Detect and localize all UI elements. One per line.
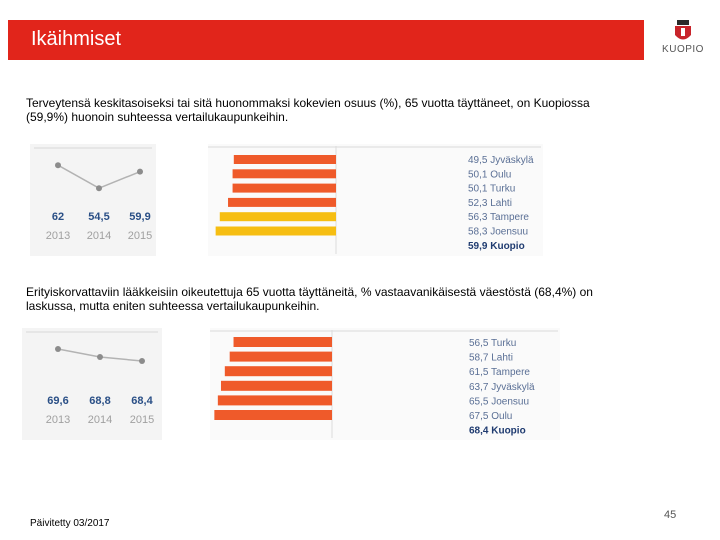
- trend-value-label: 68,4: [131, 395, 153, 407]
- bar: [224, 366, 332, 377]
- trend-point: [96, 185, 102, 192]
- trend-year-label: 2013: [46, 414, 70, 426]
- section-2-chart-svg: 69,6 2013 68,8 2014 68,4 2015 56,5 Turku 58,7 L…: [22, 328, 560, 440]
- trend-value-label: 68,8: [89, 395, 110, 407]
- bar-label: 58,7 Lahti: [469, 353, 513, 364]
- bar-label: 50,1 Turku: [468, 184, 515, 195]
- section-1-description: Terveytensä keskitasoiseksi tai sitä huo…: [26, 96, 590, 124]
- bar: [233, 155, 336, 164]
- bar-label: 52,3 Lahti: [468, 198, 512, 209]
- trend-point: [55, 346, 61, 352]
- bar-label: 56,3 Tampere: [468, 212, 529, 223]
- trend-point: [55, 162, 61, 169]
- trend-value-label: 69,6: [47, 395, 68, 407]
- bar-label: 68,4 Kuopio: [469, 426, 526, 437]
- bar-label: 65,5 Joensuu: [469, 396, 529, 407]
- kuopio-logo: KUOPIO: [660, 18, 706, 62]
- page-number: 45: [664, 509, 677, 521]
- bar-label: 59,9 Kuopio: [468, 241, 525, 252]
- bar: [220, 380, 332, 391]
- bar-label: 49,5 Jyväskylä: [468, 155, 534, 166]
- bar: [217, 395, 332, 406]
- section-2-charts: 69,6 2013 68,8 2014 68,4 2015 56,5 Turku 58,7 L…: [22, 328, 567, 440]
- bar: [214, 410, 332, 420]
- bar-label: 63,7 Jyväskylä: [469, 382, 535, 393]
- bar: [228, 197, 336, 207]
- coat-of-arms-icon: [675, 20, 691, 40]
- bar: [215, 226, 336, 236]
- page-title: Ikäihmiset: [31, 28, 122, 50]
- trend-value-label: 54,5: [88, 211, 109, 223]
- trend-year-label: 2014: [88, 414, 112, 426]
- trend-panel-bg: [30, 144, 156, 256]
- trend-point: [137, 168, 143, 175]
- trend-value-label: 62: [52, 211, 64, 223]
- bar: [232, 169, 336, 179]
- trend-panel-bg: [22, 328, 162, 440]
- bar-label: 67,5 Oulu: [469, 411, 512, 422]
- logo-text: KUOPIO: [662, 44, 704, 55]
- bar-label: 61,5 Tampere: [469, 367, 530, 378]
- updated-date: Päivitetty 03/2017: [30, 518, 110, 529]
- trend-point: [139, 358, 145, 364]
- title-banner: Ikäihmiset: [8, 20, 644, 60]
- section-1-charts: 62 2013 54,5 2014 59,9 2015 49,5 Jyväskylä 50,1…: [30, 144, 550, 256]
- trend-year-label: 2015: [128, 230, 152, 242]
- trend-year-label: 2013: [46, 230, 70, 242]
- bar-label: 56,5 Turku: [469, 338, 516, 349]
- trend-point: [97, 354, 103, 360]
- section-1-chart-svg: 62 2013 54,5 2014 59,9 2015 49,5 Jyväskylä 50,1…: [30, 144, 543, 256]
- bar-label: 58,3 Joensuu: [468, 227, 528, 238]
- bar: [233, 337, 332, 347]
- bar: [219, 212, 336, 222]
- trend-year-label: 2014: [87, 230, 111, 242]
- section-2-description: Erityiskorvattaviin lääkkeisiin oikeutet…: [26, 285, 593, 313]
- bar-label: 50,1 Oulu: [468, 169, 511, 180]
- trend-value-label: 59,9: [129, 211, 150, 223]
- bar: [232, 183, 336, 193]
- trend-year-label: 2015: [130, 414, 154, 426]
- bar: [229, 351, 332, 362]
